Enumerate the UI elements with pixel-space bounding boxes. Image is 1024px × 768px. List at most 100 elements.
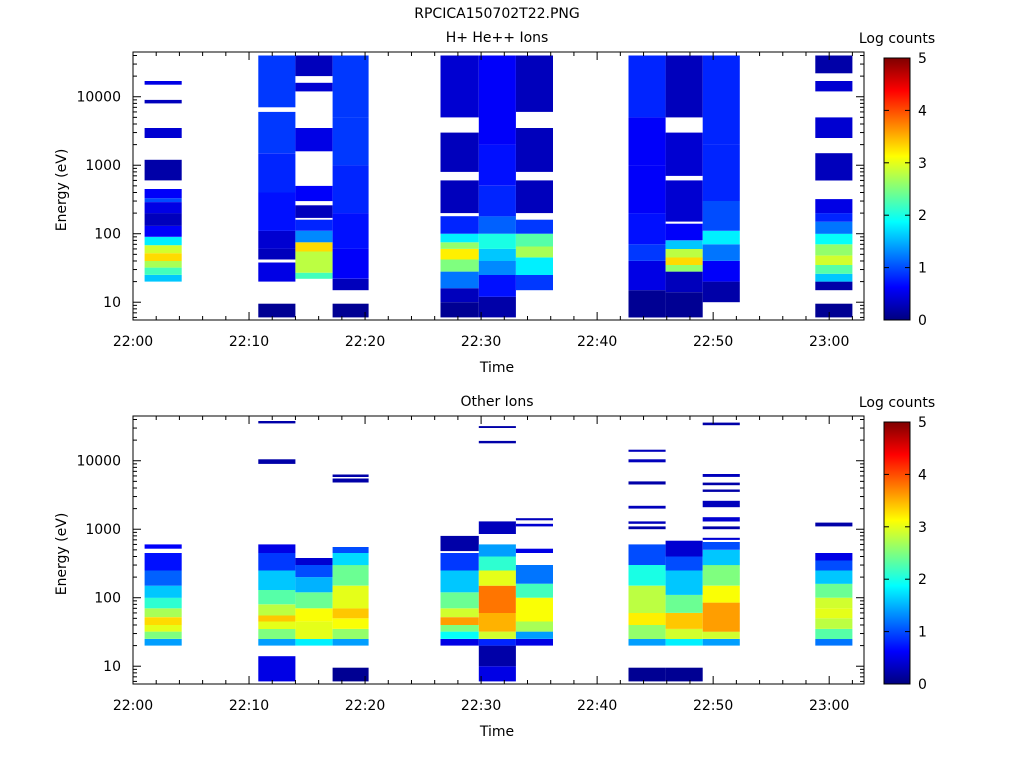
colorbar-gradient	[883, 57, 911, 321]
heatmap-cell	[628, 459, 666, 463]
heatmap-cell	[478, 645, 516, 667]
colorbar-tick-label: 4	[918, 467, 927, 483]
heatmap-cell	[144, 570, 182, 586]
y-tick-label: 10	[103, 295, 121, 311]
heatmap-cell	[144, 639, 182, 646]
heatmap-cell	[702, 230, 740, 245]
heatmap-cell	[515, 233, 553, 247]
y-tick-label: 10	[103, 659, 121, 675]
x-tick-label: 22:10	[229, 698, 269, 714]
heatmap-cell	[440, 553, 479, 571]
heatmap-cell	[628, 585, 666, 613]
heatmap-cell	[515, 246, 553, 258]
heatmap-cell	[258, 55, 296, 108]
colorbar-tick-label: 0	[918, 313, 927, 329]
heatmap-cell	[295, 205, 333, 218]
heatmap-cell	[478, 570, 516, 586]
x-axis-label: Time	[479, 724, 514, 740]
heatmap-cell	[332, 213, 369, 249]
heatmap-cell	[628, 55, 666, 118]
heatmap-cell	[815, 81, 853, 92]
heatmap-cell	[628, 290, 666, 318]
heatmap-cell	[515, 631, 553, 639]
heatmap-cell	[702, 422, 740, 426]
colorbar-tick-label: 2	[918, 208, 927, 224]
heatmap-cell	[815, 117, 853, 138]
heatmap-cell	[144, 202, 182, 214]
heatmap-cell	[144, 81, 182, 85]
colorbar-tick-label: 5	[918, 415, 927, 431]
heatmap-cell	[815, 522, 853, 527]
heatmap-cell	[478, 55, 516, 145]
heatmap-cell	[295, 608, 333, 622]
heatmap-cell	[295, 55, 333, 77]
heatmap-cell	[702, 261, 740, 282]
y-tick-label: 10000	[76, 454, 121, 470]
heatmap-cell	[702, 482, 740, 486]
heatmap-cell	[258, 615, 296, 622]
heatmap-cell	[440, 242, 479, 249]
heatmap-cell	[628, 639, 666, 646]
heatmap-cell	[440, 639, 479, 646]
heatmap-cell	[295, 577, 333, 593]
heatmap-cell	[332, 608, 369, 619]
heatmap-cell	[478, 639, 516, 646]
heatmap-cell	[440, 259, 479, 272]
heatmap-cell	[515, 523, 553, 527]
heatmap-cell	[702, 500, 740, 508]
heatmap-cell	[665, 132, 703, 176]
heatmap-cell	[440, 535, 479, 552]
colorbar: 0 1 2 3 4 5	[883, 51, 927, 329]
colorbar-tick-label: 1	[918, 625, 927, 641]
heatmap-cell	[440, 233, 479, 243]
heatmap-cell	[258, 570, 296, 590]
heatmap-cell	[144, 608, 182, 618]
colorbar: 0 1 2 3 4 5	[883, 415, 927, 693]
heatmap-cell	[665, 265, 703, 272]
heatmap-cell	[702, 201, 740, 231]
heatmap-cell	[144, 189, 182, 199]
heatmap-cell	[515, 257, 553, 275]
heatmap-cell	[258, 589, 296, 605]
heatmap-cell	[295, 565, 333, 578]
colorbar-gradient	[883, 421, 911, 685]
heatmap-cell	[815, 553, 853, 561]
heatmap-cell	[440, 570, 479, 593]
heatmap-cell	[628, 117, 666, 166]
heatmap-cell	[478, 440, 516, 444]
heatmap-cell	[665, 240, 703, 249]
heatmap-cell	[295, 219, 333, 231]
heatmap-cell	[478, 631, 516, 639]
heatmap-cell	[815, 570, 853, 584]
heatmap-cell	[332, 303, 369, 318]
heatmap-cell	[702, 244, 740, 261]
heatmap-cell	[478, 233, 516, 249]
panel-title: Other Ions	[460, 394, 533, 410]
axes: 22:00 22:10 22:20 22:30 22:40 22:50 23:00 10 100…	[76, 51, 865, 350]
heatmap-cell	[702, 542, 740, 550]
heatmap-cell	[440, 608, 479, 618]
colorbar-tick-label: 3	[918, 520, 927, 536]
heatmap-cell	[628, 481, 666, 485]
heatmap-cell	[815, 233, 853, 245]
heatmap-cell	[144, 198, 182, 202]
heatmap-cell	[478, 144, 516, 186]
heatmap-cell	[628, 667, 666, 682]
heatmap-cell	[144, 245, 182, 254]
panel-other-ions: Other Ions 22:00 22:10 22:20 22:30 22:40 22:5…	[54, 394, 935, 740]
heatmap-cell	[478, 296, 516, 318]
heatmap-cell	[295, 558, 333, 565]
heatmap-cell	[440, 592, 479, 609]
heatmap-cell	[295, 185, 333, 202]
heatmap-cell	[258, 111, 296, 154]
heatmap-cell	[628, 521, 666, 524]
heatmap-cell	[478, 612, 516, 632]
x-axis-label: Time	[479, 360, 514, 376]
heatmap-cell	[258, 230, 296, 249]
heatmap-cell	[258, 248, 296, 260]
heatmap-cell	[628, 449, 666, 452]
heatmap-cell	[440, 180, 479, 214]
heatmap-cell	[440, 617, 479, 625]
heatmap-cell	[295, 251, 333, 273]
panel-title: H+ He++ Ions	[446, 30, 549, 46]
